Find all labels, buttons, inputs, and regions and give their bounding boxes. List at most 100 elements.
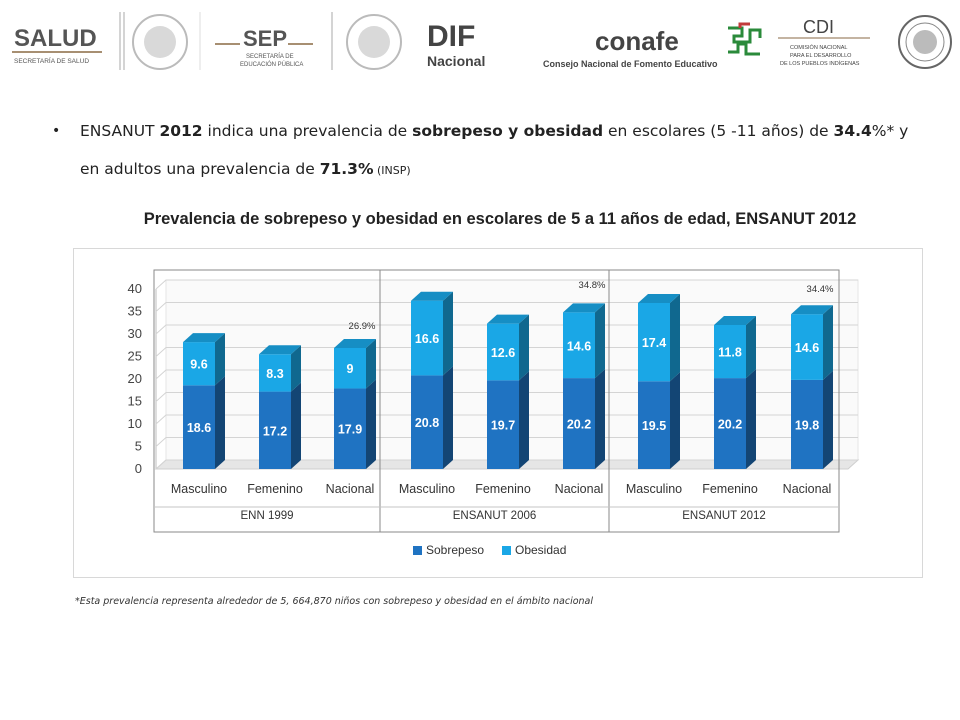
data-label-sobrepeso: 20.2 <box>718 418 742 432</box>
bar-side-obesidad <box>215 333 225 386</box>
chart-container: 0 5 10 15 20 25 30 35 40 18.6 9.6 17.2 8.3 17.9 9 20.8 1… <box>73 248 923 578</box>
bar-top <box>714 316 756 325</box>
bar-side-obesidad <box>291 345 301 392</box>
data-label-sobrepeso: 19.8 <box>795 418 819 432</box>
x-group-label: ENSANUT 2012 <box>682 510 766 522</box>
data-label-sobrepeso: 17.2 <box>263 424 287 438</box>
salud-title: SALUD <box>14 25 97 52</box>
group-box <box>608 269 840 533</box>
data-label-sobrepeso: 17.9 <box>338 423 362 437</box>
stacked-bar-chart: 0 5 10 15 20 25 30 35 40 18.6 9.6 17.2 8.3 17.9 9 20.8 1… <box>128 269 860 557</box>
data-label-obesidad: 16.6 <box>415 332 439 346</box>
bar-side-obesidad <box>366 338 376 389</box>
x-group-label: ENSANUT 2006 <box>453 510 537 522</box>
bar-sobrepeso <box>791 379 823 469</box>
data-label-sobrepeso: 20.2 <box>567 418 591 432</box>
y-tick-label: 35 <box>128 304 142 319</box>
bullet-text: ENSANUT 2012 indica una prevalencia de s… <box>80 122 909 178</box>
bar-side-obesidad <box>443 291 453 376</box>
bar-side-obesidad <box>519 314 529 381</box>
bar-sobrepeso <box>638 381 670 469</box>
sep-subtitle-1: SECRETARÍA DE <box>246 53 294 60</box>
bar-sobrepeso <box>487 380 519 469</box>
bar-top <box>638 293 680 303</box>
bar-top <box>791 305 833 315</box>
bar-side-sobrepeso <box>823 370 833 469</box>
dif-subtitle: Nacional <box>427 53 485 69</box>
x-category-label: Femenino <box>702 482 758 496</box>
x-category-label: Masculino <box>171 482 227 496</box>
gridline <box>155 324 858 335</box>
x-category-label: Femenino <box>247 482 303 496</box>
data-label-obesidad: 14.6 <box>567 339 591 353</box>
salud-subtitle: SECRETARÍA DE SALUD <box>14 56 89 65</box>
bar-obesidad <box>714 325 746 379</box>
bar-side-obesidad <box>595 303 605 379</box>
total-percent-label: 34.8% <box>579 280 606 291</box>
bar-side-sobrepeso <box>595 369 605 469</box>
bar-top <box>411 291 453 301</box>
data-label-obesidad: 14.6 <box>795 341 819 355</box>
sep-subtitle-2: EDUCACIÓN PÚBLICA <box>240 61 303 68</box>
bar-side-sobrepeso <box>519 371 529 469</box>
bar-side-sobrepeso <box>215 376 225 469</box>
bullet-paragraph: • ENSANUT 2012 indica una prevalencia de… <box>52 112 932 190</box>
data-label-obesidad: 12.6 <box>491 346 515 360</box>
y-tick-label: 30 <box>128 326 142 341</box>
y-tick-label: 20 <box>128 371 142 386</box>
bar-side-sobrepeso <box>746 369 756 469</box>
data-label-obesidad: 9.6 <box>190 358 207 372</box>
gridline <box>155 392 858 402</box>
bar-obesidad <box>563 312 595 379</box>
gridline <box>155 369 858 380</box>
bar-obesidad <box>183 342 215 386</box>
bar-sobrepeso <box>714 378 746 469</box>
x-group-label: ENN 1999 <box>240 510 293 522</box>
salud-logo: SALUD SECRETARÍA DE SALUD <box>12 25 102 65</box>
y-tick-label: 25 <box>128 349 142 364</box>
bullet-dot-icon: • <box>52 123 61 139</box>
legend-label-sobrepeso: Sobrepeso <box>426 543 484 557</box>
x-category-label: Nacional <box>783 482 832 496</box>
gridline <box>155 414 858 425</box>
conafe-title: conafe <box>595 26 679 56</box>
bar-obesidad <box>638 302 670 382</box>
gridline <box>155 459 858 470</box>
data-label-obesidad: 8.3 <box>266 367 283 381</box>
data-label-obesidad: 9 <box>347 362 354 376</box>
bar-sobrepeso <box>183 385 215 469</box>
y-tick-label: 0 <box>135 461 142 476</box>
dif-title: DIF <box>427 20 475 53</box>
bar-obesidad <box>791 314 823 380</box>
conafe-logo: conafe Consejo Nacional de Fomento Educa… <box>543 26 718 69</box>
cdi-line-3: DE LOS PUEBLOS INDÍGENAS <box>780 60 860 67</box>
y-tick-label: 10 <box>128 416 142 431</box>
x-category-label: Nacional <box>555 482 604 496</box>
cdi-logo: CDI COMISIÓN NACIONAL PARA EL DESARROLLO… <box>778 17 870 67</box>
dif-logo: DIF Nacional <box>427 20 485 69</box>
footnote: *Esta prevalencia representa alrededor d… <box>75 596 594 607</box>
data-label-obesidad: 11.8 <box>718 346 742 360</box>
bar-side-sobrepeso <box>291 382 301 469</box>
data-label-sobrepeso: 18.6 <box>187 421 211 435</box>
data-label-sobrepeso: 19.7 <box>491 419 515 433</box>
conafe-subtitle: Consejo Nacional de Fomento Educativo <box>543 59 718 69</box>
y-tick-label: 15 <box>128 394 142 409</box>
gridline <box>155 302 858 312</box>
x-category-label: Femenino <box>475 482 531 496</box>
bar-side-obesidad <box>670 293 680 382</box>
bar-obesidad <box>334 347 366 389</box>
bar-top <box>259 345 301 355</box>
cdi-title: CDI <box>803 17 834 37</box>
bar-top <box>183 333 225 343</box>
bar-sobrepeso <box>563 378 595 469</box>
bar-sobrepeso <box>411 375 443 469</box>
gridline <box>155 347 858 357</box>
y-tick-label: 5 <box>135 439 142 454</box>
gridline <box>155 437 858 447</box>
legend-label-obesidad: Obesidad <box>515 543 566 557</box>
sep-seal-icon <box>346 14 402 70</box>
salud-seal-icon <box>132 14 188 70</box>
chart-title: Prevalencia de sobrepeso y obesidad en e… <box>143 210 857 228</box>
bar-side-sobrepeso <box>366 379 376 469</box>
